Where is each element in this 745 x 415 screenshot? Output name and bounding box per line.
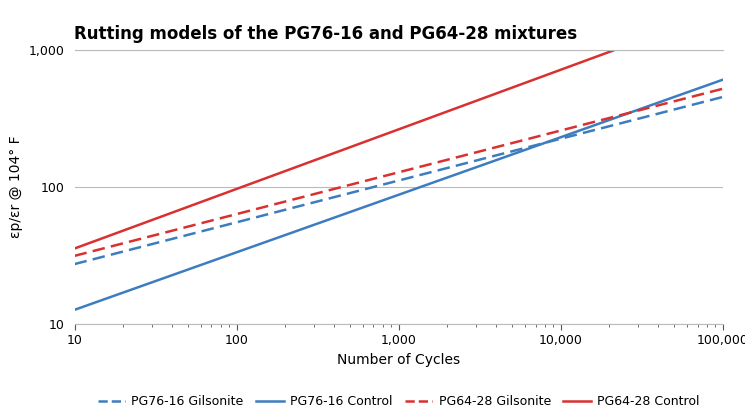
Text: Rutting models of the PG76-16 and PG64-28 mixtures: Rutting models of the PG76-16 and PG64-2… bbox=[74, 24, 577, 43]
Y-axis label: εp/εr @ 104° F: εp/εr @ 104° F bbox=[10, 135, 23, 238]
Legend: PG76-16 Gilsonite, PG76-16 Control, PG64-28 Gilsonite, PG64-28 Control: PG76-16 Gilsonite, PG76-16 Control, PG64… bbox=[92, 390, 705, 413]
X-axis label: Number of Cycles: Number of Cycles bbox=[337, 353, 460, 367]
